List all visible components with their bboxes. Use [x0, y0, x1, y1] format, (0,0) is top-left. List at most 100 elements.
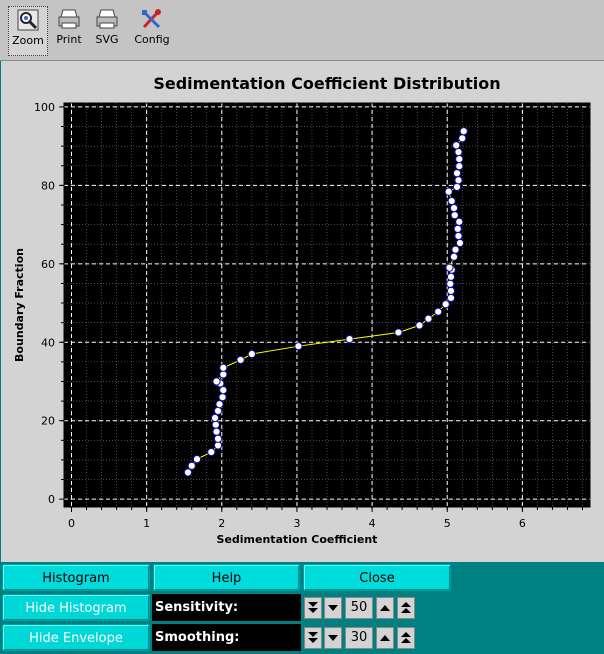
- svg-tool[interactable]: SVG: [88, 6, 126, 54]
- data-point: [294, 342, 303, 351]
- close-button[interactable]: Close: [303, 564, 451, 591]
- double-arrow-down-icon: [308, 632, 318, 643]
- sensitivity-value[interactable]: 50: [345, 597, 373, 619]
- chart-title: Sedimentation Coefficient Distribution: [153, 74, 500, 93]
- data-point: [441, 300, 450, 309]
- svg-printer-icon: [96, 9, 118, 29]
- data-point: [213, 441, 223, 450]
- data-point: [219, 363, 228, 372]
- y-tick-label: 20: [41, 415, 55, 428]
- data-point: [458, 134, 467, 143]
- histogram-button[interactable]: Histogram: [2, 564, 150, 591]
- data-point: [424, 314, 433, 323]
- plot-frame: [63, 102, 591, 508]
- arrow-down-icon: [328, 605, 338, 611]
- y-tick-label: 100: [34, 101, 55, 114]
- x-axis-label: Sedimentation Coefficient: [217, 533, 378, 546]
- data-point: [215, 400, 224, 409]
- data-point: [455, 162, 464, 171]
- smoothing-down[interactable]: [324, 627, 342, 649]
- double-arrow-up-icon: [401, 602, 411, 613]
- plot-area: Sedimentation Coefficient Distribution 0 1…: [1, 61, 604, 562]
- data-point: [345, 335, 354, 344]
- data-point: [415, 321, 424, 330]
- zoom-label: Zoom: [12, 34, 44, 47]
- data-point: [219, 386, 228, 395]
- data-point: [452, 182, 462, 192]
- sensitivity-fast-up[interactable]: [397, 597, 415, 619]
- data-point: [394, 328, 403, 337]
- smoothing-value[interactable]: 30: [345, 627, 373, 649]
- data-point: [444, 187, 453, 196]
- smoothing-label: Smoothing:: [152, 624, 301, 651]
- data-point: [445, 263, 454, 272]
- data-point: [452, 141, 461, 150]
- data-point: [218, 393, 227, 402]
- data-point: [211, 420, 220, 429]
- data-point: [446, 293, 456, 303]
- toolbar: Zoom Print SVG Config: [0, 0, 604, 61]
- data-point: [452, 169, 462, 178]
- x-tick-label: 2: [218, 517, 225, 530]
- x-tick-label: 5: [444, 517, 451, 530]
- sensitivity-label: Sensitivity:: [152, 594, 301, 621]
- y-tick-label: 60: [41, 258, 55, 271]
- data-point: [192, 455, 202, 464]
- smoothing-up[interactable]: [376, 627, 394, 649]
- arrow-up-icon: [380, 635, 390, 641]
- x-tick-label: 4: [369, 517, 376, 530]
- config-label: Config: [134, 33, 170, 46]
- data-point: [447, 196, 456, 206]
- sensitivity-down[interactable]: [324, 597, 342, 619]
- data-point: [450, 211, 459, 220]
- arrow-down-icon: [328, 635, 338, 641]
- data-point: [213, 434, 223, 443]
- data-point: [219, 370, 228, 379]
- data-point: [213, 406, 223, 416]
- smoothing-fast-down[interactable]: [304, 627, 322, 649]
- double-arrow-up-icon: [401, 632, 411, 643]
- print-label: Print: [56, 33, 82, 46]
- hide-envelope-button[interactable]: Hide Envelope: [2, 624, 150, 651]
- print-tool[interactable]: Print: [50, 6, 88, 54]
- printer-icon: [58, 9, 80, 29]
- sensitivity-up[interactable]: [376, 597, 394, 619]
- x-tick-label: 1: [143, 517, 150, 530]
- data-point: [453, 224, 462, 234]
- sedimentation-chart: Sedimentation Coefficient Distribution 0 1…: [13, 74, 591, 546]
- data-point: [236, 355, 245, 365]
- config-tools-icon: [142, 9, 161, 29]
- data-point: [454, 147, 463, 157]
- data-point: [454, 176, 463, 185]
- svg-label: SVG: [95, 33, 119, 46]
- sensitivity-fast-down[interactable]: [304, 597, 322, 619]
- data-point: [446, 279, 455, 288]
- data-point: [212, 377, 221, 386]
- data-point: [210, 413, 220, 423]
- data-point: [455, 154, 464, 164]
- data-point: [212, 427, 221, 436]
- data-point: [207, 447, 216, 457]
- data-point: [449, 252, 459, 261]
- data-point: [446, 286, 456, 295]
- smoothing-fast-up[interactable]: [397, 627, 415, 649]
- y-tick-label: 0: [48, 493, 55, 506]
- config-tool[interactable]: Config: [133, 6, 171, 54]
- hide-histogram-button[interactable]: Hide Histogram: [2, 594, 150, 621]
- help-button[interactable]: Help: [153, 564, 300, 591]
- data-point: [455, 217, 464, 226]
- zoom-icon: [17, 9, 39, 31]
- double-arrow-down-icon: [308, 602, 318, 613]
- zoom-tool[interactable]: Zoom: [8, 6, 48, 56]
- x-tick-label: 6: [519, 517, 526, 530]
- x-tick-label: 3: [293, 517, 300, 530]
- data-point: [446, 272, 456, 281]
- data-point: [187, 461, 196, 470]
- x-tick-label: 0: [68, 517, 75, 530]
- data-point: [459, 127, 468, 136]
- data-point: [247, 349, 256, 359]
- y-tick-label: 40: [41, 336, 55, 349]
- data-point: [449, 204, 459, 213]
- arrow-up-icon: [380, 605, 390, 611]
- data-point: [454, 231, 463, 241]
